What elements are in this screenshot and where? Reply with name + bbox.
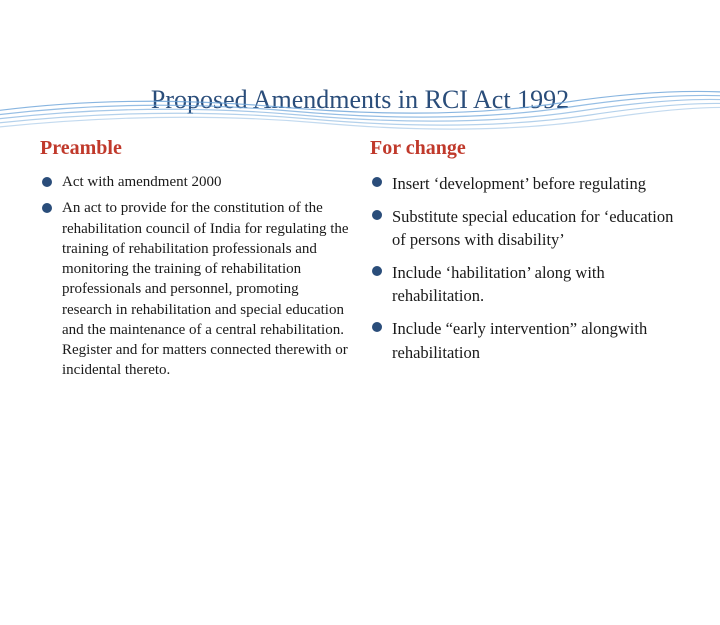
right-column: For change Insert ‘development’ before r… — [370, 137, 680, 387]
list-item: Act with amendment 2000 — [40, 172, 350, 192]
list-item: Include “early intervention” alongwith r… — [370, 317, 680, 363]
left-bullet-list: Act with amendment 2000 An act to provid… — [40, 172, 350, 381]
wave-decoration — [0, 85, 720, 145]
list-item: Substitute special education for ‘educat… — [370, 205, 680, 251]
right-bullet-list: Insert ‘development’ before regulating S… — [370, 172, 680, 364]
list-item: Insert ‘development’ before regulating — [370, 172, 680, 195]
list-item: An act to provide for the constitution o… — [40, 198, 350, 380]
left-column: Preamble Act with amendment 2000 An act … — [40, 137, 350, 387]
columns-container: Preamble Act with amendment 2000 An act … — [0, 137, 720, 387]
list-item: Include ‘habilitation’ along with rehabi… — [370, 261, 680, 307]
